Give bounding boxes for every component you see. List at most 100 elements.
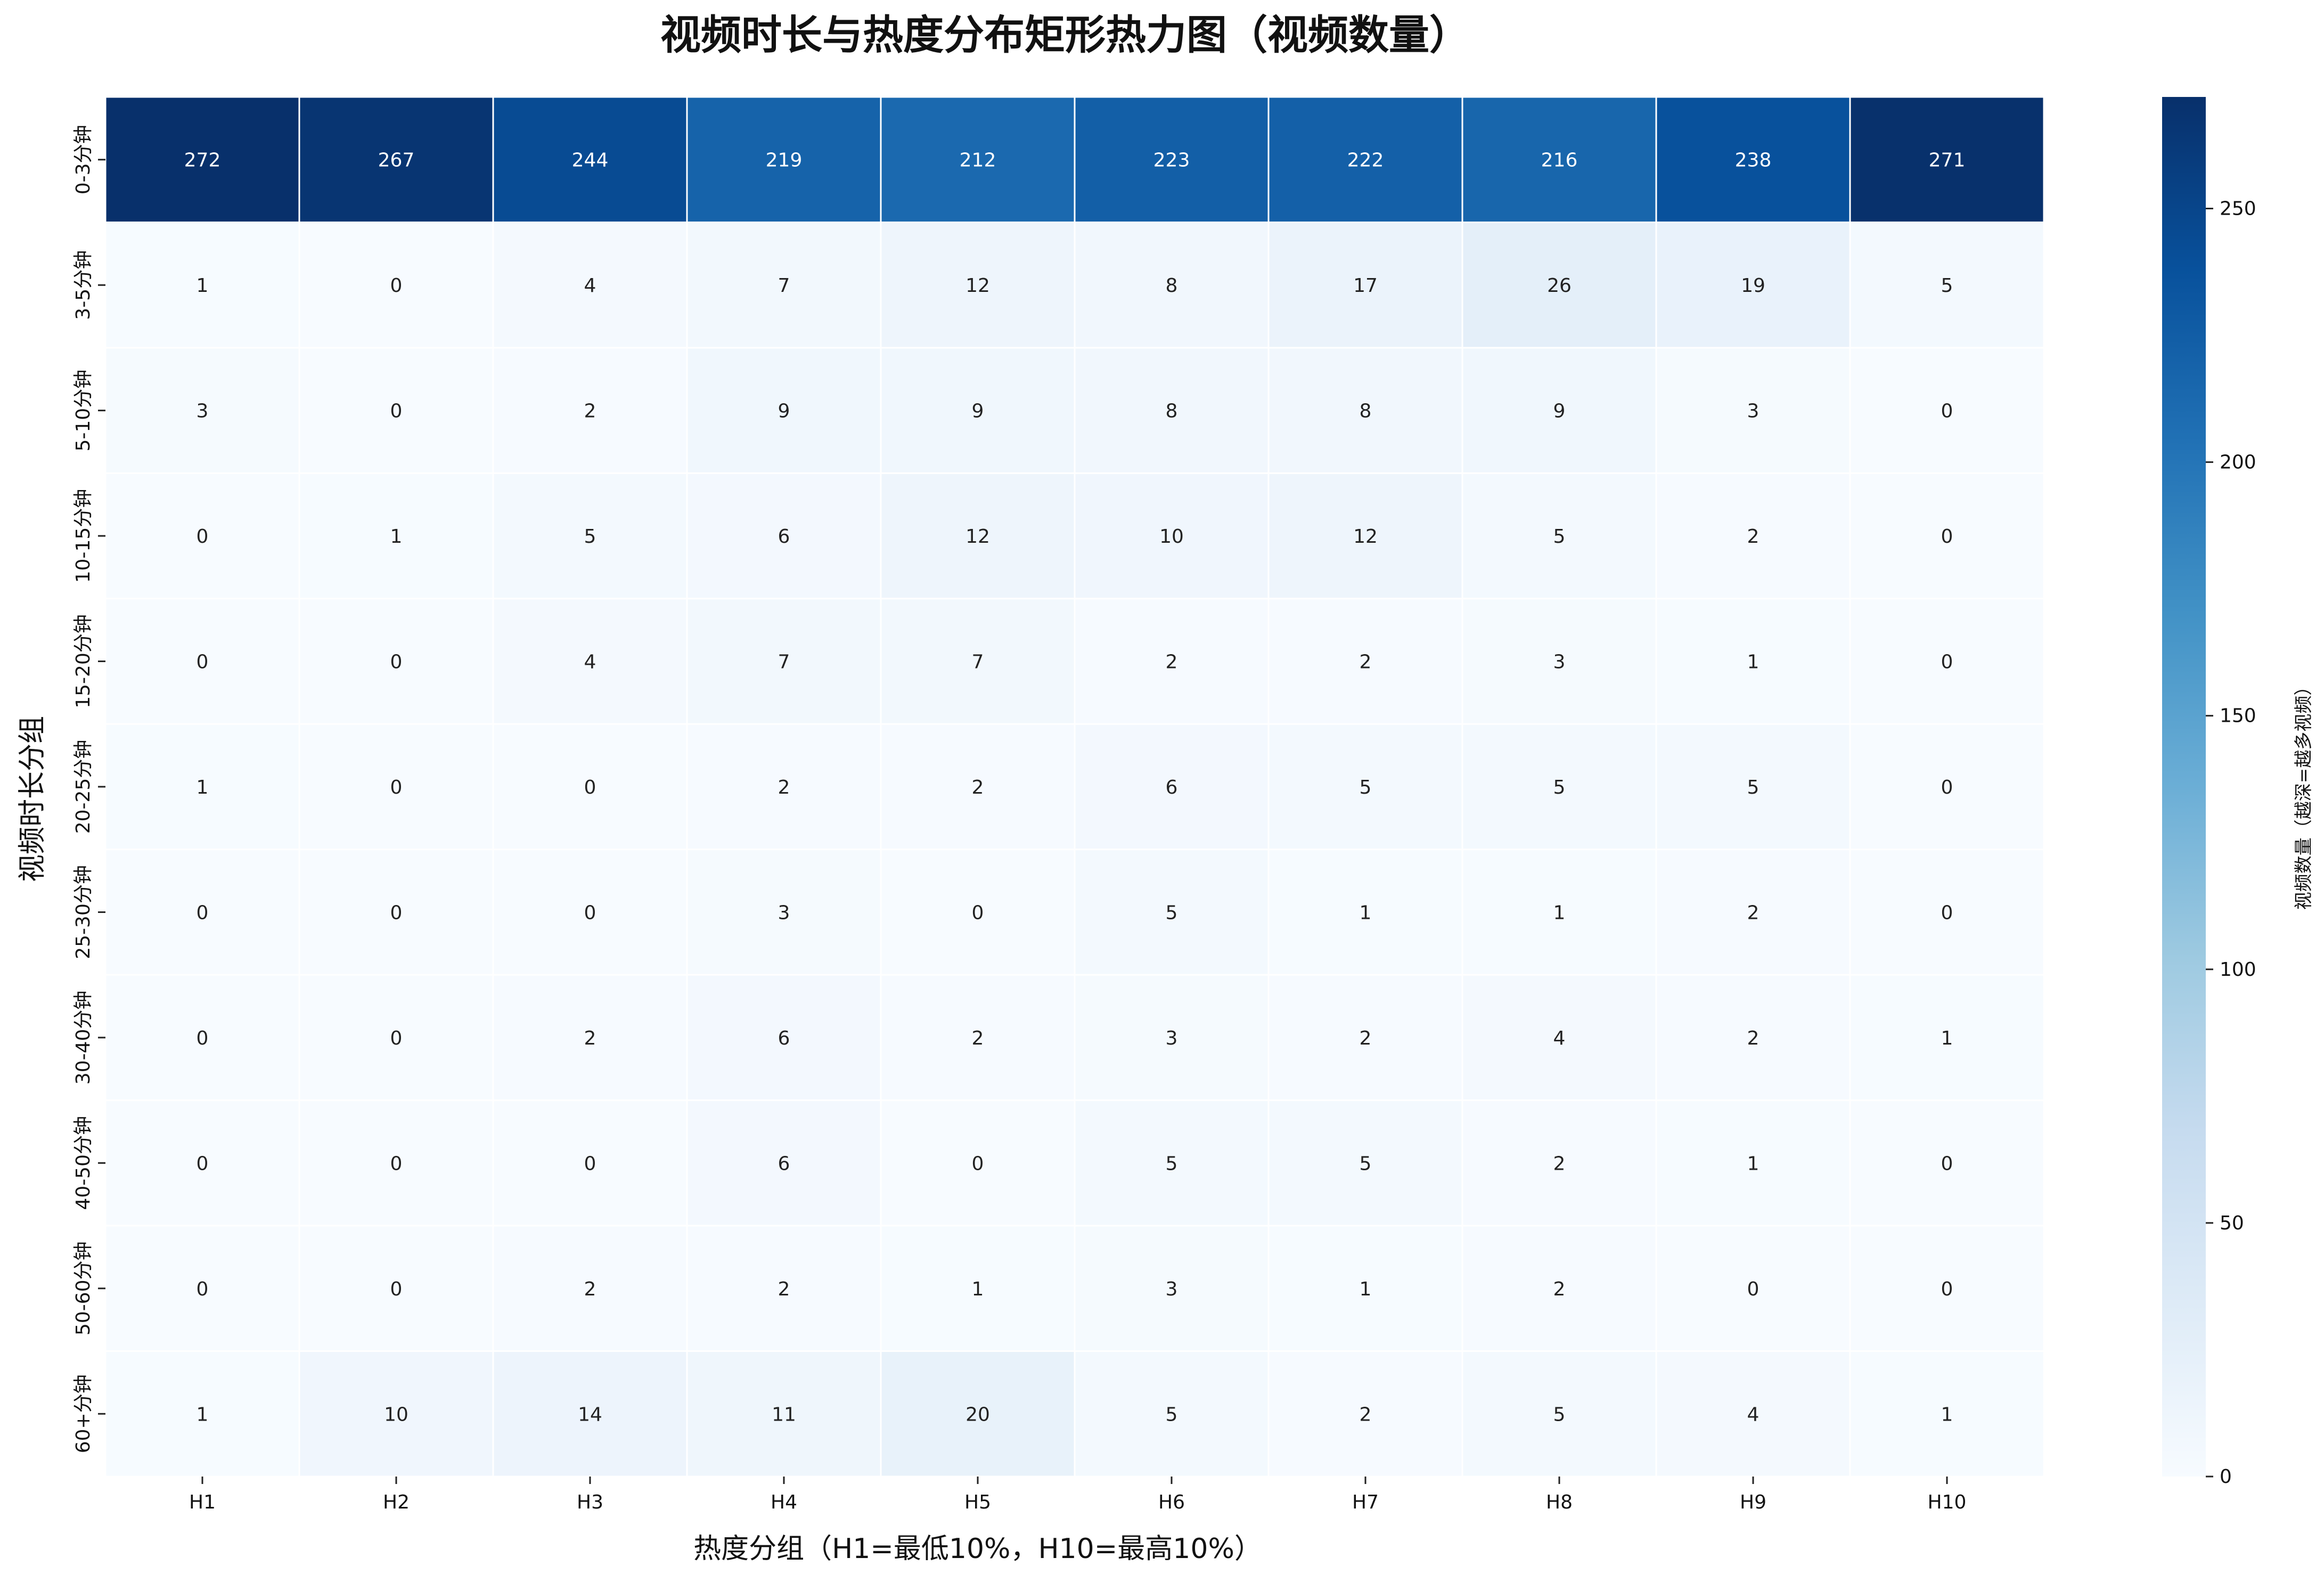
cell-value-label: 5: [1360, 1153, 1372, 1175]
cell-value-label: 212: [960, 150, 996, 172]
cell-value-label: 0: [1941, 902, 1953, 924]
heatmap-cell: [104, 849, 300, 976]
heatmap-cell: [880, 974, 1076, 1102]
heatmap-cell: [104, 472, 300, 600]
cell-value-label: 0: [197, 526, 209, 548]
cell-value-label: 0: [1941, 401, 1953, 422]
heatmap-cell: [1849, 96, 2045, 223]
colorbar-tick-label: 200: [2220, 452, 2256, 474]
y-tick-label: 3-5分钟: [72, 250, 94, 320]
heatmap-cell: [492, 723, 688, 851]
cell-value-label: 4: [584, 275, 596, 297]
heatmap-cell: [1267, 974, 1463, 1102]
cell-value-label: 3: [1747, 401, 1760, 422]
y-tick-label: 40-50分钟: [72, 1116, 94, 1210]
cell-value-label: 1: [1360, 902, 1372, 924]
cell-value-label: 2: [584, 401, 596, 422]
cell-value-label: 1: [1360, 1278, 1372, 1300]
heatmap-cell: [1074, 96, 1270, 223]
cell-value-label: 222: [1347, 150, 1384, 172]
cell-value-label: 0: [390, 1028, 403, 1049]
heatmap-cell: [1655, 974, 1851, 1102]
colorbar-tick-label: 0: [2220, 1466, 2232, 1488]
heatmap-cell: [1267, 221, 1463, 349]
heatmap-cell: [1267, 1225, 1463, 1352]
cell-value-label: 8: [1166, 275, 1178, 297]
cell-value-label: 0: [390, 902, 403, 924]
axis-ticks: H1 H2 H3 H4 H5 H6 H7 H8 H9 H10 0-3分钟 3-5分钟 5-10分钟 10-…: [72, 125, 1966, 1513]
cell-value-label: 0: [972, 1153, 984, 1175]
cell-value-label: 7: [778, 651, 790, 673]
colorbar-tick-label: 150: [2220, 705, 2256, 727]
cell-value-label: 5: [1166, 1404, 1178, 1425]
cell-value-label: 0: [390, 401, 403, 422]
cell-value-label: 11: [772, 1404, 796, 1425]
heatmap-cell: [1655, 723, 1851, 851]
cell-value-label: 272: [184, 150, 221, 172]
heatmap-cell: [1461, 1350, 1657, 1478]
cell-value-label: 5: [1747, 777, 1760, 798]
y-tick-label: 5-10分钟: [72, 370, 94, 452]
heatmap-cell: [1655, 347, 1851, 474]
heatmap-cell: [298, 96, 494, 223]
heatmap-cell: [492, 1099, 688, 1227]
cell-value-label: 14: [578, 1404, 602, 1425]
cell-value-label: 2: [778, 777, 790, 798]
cell-value-label: 0: [1941, 526, 1953, 548]
cell-value-label: 9: [1553, 401, 1566, 422]
heatmap-cell: [1461, 1099, 1657, 1227]
cell-value-label: 3: [1166, 1278, 1178, 1300]
heatmap-cell: [686, 849, 882, 976]
cell-value-label: 0: [390, 651, 403, 673]
heatmap-cell: [880, 723, 1076, 851]
cell-value-label: 223: [1153, 150, 1190, 172]
cell-value-label: 17: [1353, 275, 1378, 297]
heatmap-cell: [1267, 849, 1463, 976]
heatmap-cell: [298, 1350, 494, 1478]
heatmap-cell: [1849, 1350, 2045, 1478]
cell-value-label: 2: [584, 1028, 596, 1049]
cell-value-label: 216: [1541, 150, 1578, 172]
cell-value-label: 12: [965, 275, 990, 297]
heatmap-cell: [298, 598, 494, 725]
heatmap-cell: [1461, 974, 1657, 1102]
cell-value-label: 0: [197, 1028, 209, 1049]
cell-value-label: 2: [1166, 651, 1178, 673]
cell-value-label: 12: [965, 526, 990, 548]
colorbar-tick-label: 100: [2220, 959, 2256, 981]
y-tick-label: 10-15分钟: [72, 489, 94, 583]
cell-value-label: 238: [1735, 150, 1772, 172]
heatmap-cell: [1461, 347, 1657, 474]
cell-value-label: 2: [1360, 1028, 1372, 1049]
heatmap-cell: [104, 1225, 300, 1352]
cell-value-label: 0: [390, 275, 403, 297]
heatmap-cell: [1655, 472, 1851, 600]
colorbar: 0 50 100 150 200 250: [2162, 97, 2256, 1488]
heatmap-cell: [1074, 472, 1270, 600]
cell-value-label: 5: [1553, 526, 1566, 548]
cell-value-label: 3: [1553, 651, 1566, 673]
cell-value-label: 1: [1941, 1404, 1953, 1425]
cell-value-label: 2: [1747, 526, 1760, 548]
heatmap-cell: [1267, 347, 1463, 474]
heatmap-cell: [1849, 347, 2045, 474]
cell-value-label: 0: [390, 777, 403, 798]
heatmap-cell: [1461, 221, 1657, 349]
heatmap-cell: [880, 347, 1076, 474]
heatmap-cell: [1074, 1225, 1270, 1352]
heatmap-cell: [1074, 723, 1270, 851]
heatmap-cell: [686, 96, 882, 223]
cell-value-label: 26: [1547, 275, 1572, 297]
heatmap-cell: [686, 974, 882, 1102]
heatmap-cell: [1267, 1099, 1463, 1227]
heatmap-cell: [880, 1099, 1076, 1227]
cell-value-label: 0: [584, 902, 596, 924]
heatmap-cell: [104, 347, 300, 474]
cell-value-label: 6: [1166, 777, 1178, 798]
heatmap-cell: [1849, 472, 2045, 600]
cell-value-label: 4: [584, 651, 596, 673]
cell-value-label: 5: [1360, 777, 1372, 798]
